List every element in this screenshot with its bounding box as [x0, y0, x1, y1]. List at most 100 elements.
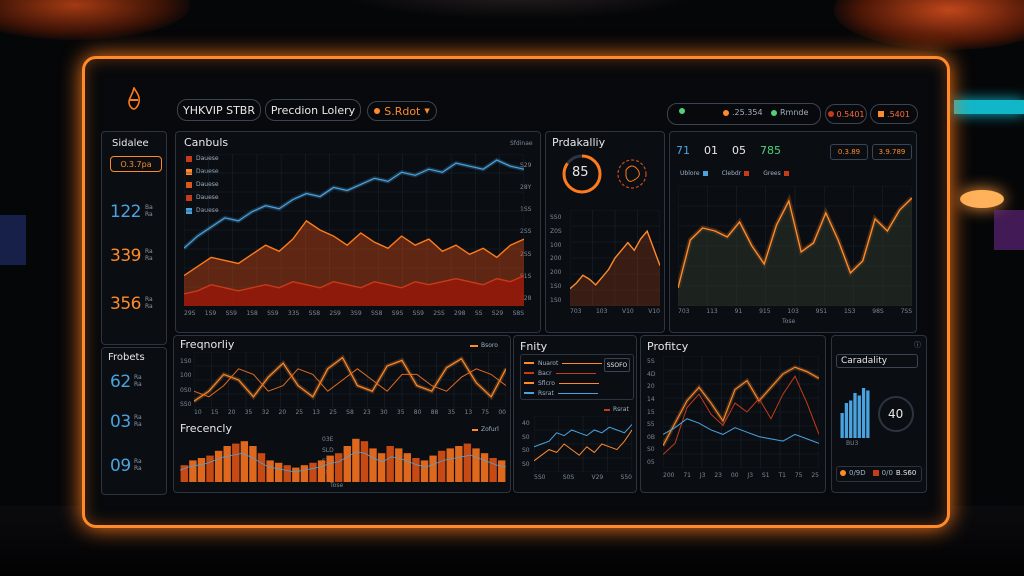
tick-label: Z0S: [550, 227, 562, 235]
entity-panel: Fnity Nuarot Bacr Sflcro Rsrat SSOFO Rsrat …: [513, 335, 637, 493]
stat-value: 09: [110, 456, 131, 476]
x-axis: 703 113 91 915 103 9S1 1S3 98S 7SS: [678, 308, 912, 315]
app-title[interactable]: Precdion Lolery: [265, 99, 361, 121]
tick-label: 35: [396, 409, 405, 416]
frequency-bar: [317, 460, 326, 482]
tick-label: 75: [794, 472, 803, 479]
chevron-down-icon: ▼: [424, 107, 430, 115]
frequency-line-2: [194, 368, 506, 398]
tick-label: 2SS: [433, 310, 445, 317]
frequency-bar: [283, 465, 291, 482]
y-axis: 5S 4D 20 14 15 S5 0B S0 05: [647, 358, 655, 466]
tick-label: S28: [520, 294, 532, 302]
tick-label: 100: [550, 241, 562, 249]
frequency-bottom-title: Frecencly: [180, 422, 232, 435]
capability-gauge-value: 40: [888, 407, 904, 421]
tick-label: 7SS: [900, 308, 912, 315]
tick-label: V29: [591, 474, 604, 481]
legend-label: Dauese: [196, 207, 219, 214]
tick-label: 91: [734, 308, 743, 315]
entity-row[interactable]: Nuarot: [524, 358, 603, 368]
value-chip-2[interactable]: .5401: [870, 104, 918, 124]
legend-label: Clebdr: [721, 170, 742, 177]
x-axis: 703 103 V10 V10: [570, 308, 660, 315]
legend-swatch: [186, 155, 192, 162]
tick-label: S0: [647, 446, 655, 454]
entity-row[interactable]: Sflcro: [524, 378, 602, 388]
chart-toggle[interactable]: Sfdinae: [510, 140, 533, 147]
tick-label: S50: [620, 474, 632, 481]
capability-gauge: [878, 396, 914, 432]
stat-note: Ba Ra: [145, 204, 153, 218]
main-chart-panel: Canbuls Sfdinae Dauese Dauese Dauese Dauese…: [175, 131, 541, 333]
entity-legend: Rsrat: [604, 406, 629, 413]
frequency-bar: [360, 441, 369, 482]
frequency-bar: [206, 455, 214, 482]
profit-line-3: [663, 418, 819, 444]
tick-label: 75: [481, 409, 490, 416]
profitity-panel: Profitcy 5S 4D 20 14 15 S5 0B S0 05 200 71 J3 23 00 J…: [640, 335, 826, 493]
ambient-light-left: [0, 0, 190, 40]
tick-label: 25: [811, 472, 819, 479]
tick-label: J3: [699, 472, 706, 479]
stat-note: Ra Ra: [134, 458, 142, 472]
row-swatch: [524, 372, 534, 374]
tick-label: 1S0: [180, 358, 192, 365]
row-sparkline: [562, 362, 603, 364]
tick-label: 00: [730, 472, 739, 479]
entity-row[interactable]: Bacr: [524, 368, 602, 378]
capability-legend: 0/9D 0/0 B.S60: [840, 469, 916, 477]
legend-label: 0/0: [881, 469, 893, 477]
probability-line-fill: [570, 231, 660, 306]
tick-label: 9S1: [815, 308, 828, 315]
legend-swatch: [472, 428, 478, 431]
coin-icon: [374, 108, 381, 114]
status-chip-2[interactable]: .25.354: [717, 108, 769, 117]
x-axis: 10 15 20 35 32 20 25 13 25 S8 23 30 35 80 88 35 13 75 00: [194, 409, 506, 416]
entity-row[interactable]: Rsrat: [524, 388, 602, 398]
info-icon[interactable]: ⓘ: [914, 341, 921, 349]
x-axis: 29S 1S9 SS9 1S8 SS9 33S SS8 2S9 3S9 SS8 S9S SS9 2SS 2…: [184, 310, 524, 317]
stat-value: 03: [110, 412, 131, 432]
forecast-box-2[interactable]: 3.9.789: [872, 144, 912, 160]
select-dropdown[interactable]: S.Rdot ▼: [367, 101, 437, 121]
tick-label: 100: [180, 372, 192, 380]
tick-label: 32: [261, 409, 270, 416]
series-high: [184, 159, 524, 249]
entity-value-box[interactable]: SSOFO: [604, 358, 630, 372]
tick-label: 80: [413, 409, 422, 416]
tick-label: 35: [244, 409, 253, 416]
tick-label: 98S: [872, 308, 884, 315]
entity-table: [520, 354, 634, 400]
tick-label: SS0: [180, 400, 192, 408]
frequency-bar: [403, 453, 412, 482]
sidebar-pill[interactable]: O.3.7pa: [110, 156, 162, 172]
legend-item: Dauese: [186, 178, 219, 191]
tick-label: S1S: [520, 272, 532, 280]
entity-line-2: [534, 429, 632, 462]
value-chip-1[interactable]: 0.5401: [825, 104, 867, 124]
tick-label: 71: [683, 472, 691, 479]
tick-label: 5S: [647, 358, 655, 365]
capability-bar: [866, 390, 870, 438]
value-square-icon: [878, 111, 885, 117]
tick-label: 1S0: [550, 283, 562, 291]
frequency-bar: [214, 450, 223, 482]
tick-label: S8S: [512, 310, 524, 317]
stat-value: 122: [110, 202, 141, 222]
capability-title[interactable]: Caradality: [836, 354, 918, 368]
capability-bar: [861, 388, 866, 438]
tick-label: 88: [430, 409, 439, 416]
status-chip-3[interactable]: Rmnde: [765, 108, 814, 117]
frequency-bar: [300, 465, 309, 482]
legend-swatch: [783, 171, 789, 176]
value-chip-label: 0.5401: [836, 109, 865, 119]
brand-label[interactable]: YHKVIP STBR: [177, 99, 261, 121]
status-chip-1[interactable]: [673, 108, 694, 114]
x-axis: 200 71 J3 23 00 J3 S1 T1 75 25: [663, 472, 819, 479]
tick-label: SS9: [267, 310, 279, 317]
series-mid: [184, 219, 524, 277]
forecast-box-1[interactable]: 0.3.89: [830, 144, 868, 160]
tick-label: 25: [295, 409, 304, 416]
frequency-bar: [326, 455, 334, 482]
